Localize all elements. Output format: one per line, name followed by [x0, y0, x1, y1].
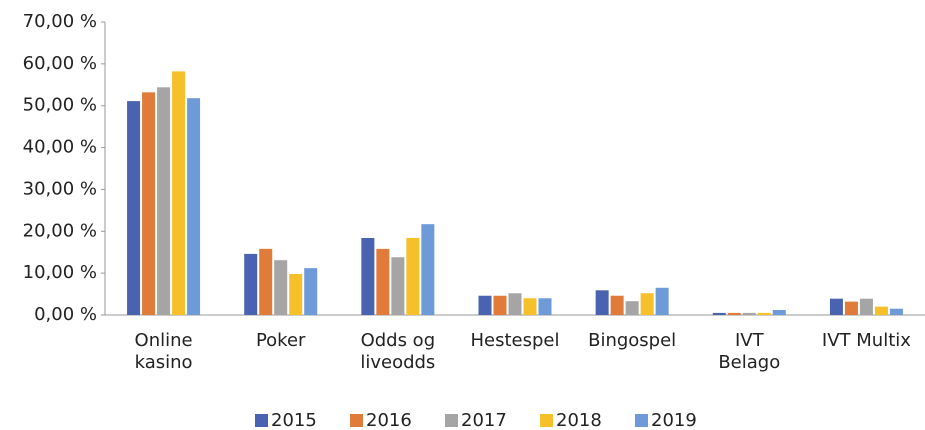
bar	[829, 298, 843, 315]
legend-label: 2015	[271, 410, 317, 430]
y-tick-label: 50,00 %	[23, 95, 97, 116]
y-tick-label: 20,00 %	[23, 220, 97, 241]
bar	[655, 287, 669, 315]
bar	[289, 273, 303, 315]
x-tick-label: IVT Belago	[718, 330, 781, 373]
bar	[421, 224, 435, 315]
bar	[259, 248, 273, 315]
bar	[844, 301, 858, 315]
bar	[874, 306, 888, 315]
bar	[742, 312, 756, 315]
y-tick-label: 10,00 %	[23, 262, 97, 283]
bar	[538, 298, 552, 315]
bar	[274, 260, 288, 315]
bar	[889, 308, 903, 315]
bar	[772, 309, 786, 315]
bar	[859, 298, 873, 315]
bar	[493, 295, 507, 315]
x-tick-label: Bingospel	[588, 330, 677, 351]
bar	[712, 312, 726, 315]
legend-swatch	[635, 414, 648, 427]
x-tick-label: Hestespel	[470, 330, 560, 351]
bar	[157, 87, 171, 315]
bar	[142, 92, 156, 315]
bar	[391, 257, 405, 315]
bar	[478, 295, 492, 315]
legend-swatch	[350, 414, 363, 427]
bar	[595, 290, 609, 315]
bar	[172, 71, 186, 316]
bar	[625, 301, 639, 315]
x-tick-label: IVT Multix	[821, 330, 911, 351]
legend-swatch	[445, 414, 458, 427]
x-tick-label: Online kasino	[134, 330, 193, 373]
bar	[127, 101, 141, 315]
y-tick-label: 30,00 %	[23, 178, 97, 199]
bar	[640, 293, 654, 315]
bar	[523, 298, 537, 315]
bar	[727, 312, 741, 315]
bar	[187, 98, 201, 316]
legend-label: 2018	[556, 410, 602, 430]
x-tick-label: Odds og liveodds	[360, 330, 436, 373]
bar	[376, 248, 390, 315]
x-tick-label: Poker	[255, 330, 306, 351]
bar	[508, 293, 522, 315]
legend-label: 2017	[461, 410, 507, 430]
bar	[610, 295, 624, 315]
y-tick-label: 0,00 %	[34, 304, 97, 325]
bar	[244, 253, 258, 315]
legend-swatch	[255, 414, 268, 427]
legend-swatch	[540, 414, 553, 427]
bar	[361, 237, 375, 315]
legend-label: 2016	[366, 410, 412, 430]
legend-label: 2019	[651, 410, 697, 430]
bar	[304, 268, 318, 315]
bar	[757, 312, 771, 315]
y-tick-label: 70,00 %	[23, 11, 97, 32]
y-tick-label: 40,00 %	[23, 137, 97, 158]
y-tick-label: 60,00 %	[23, 53, 97, 74]
bar	[406, 237, 420, 315]
